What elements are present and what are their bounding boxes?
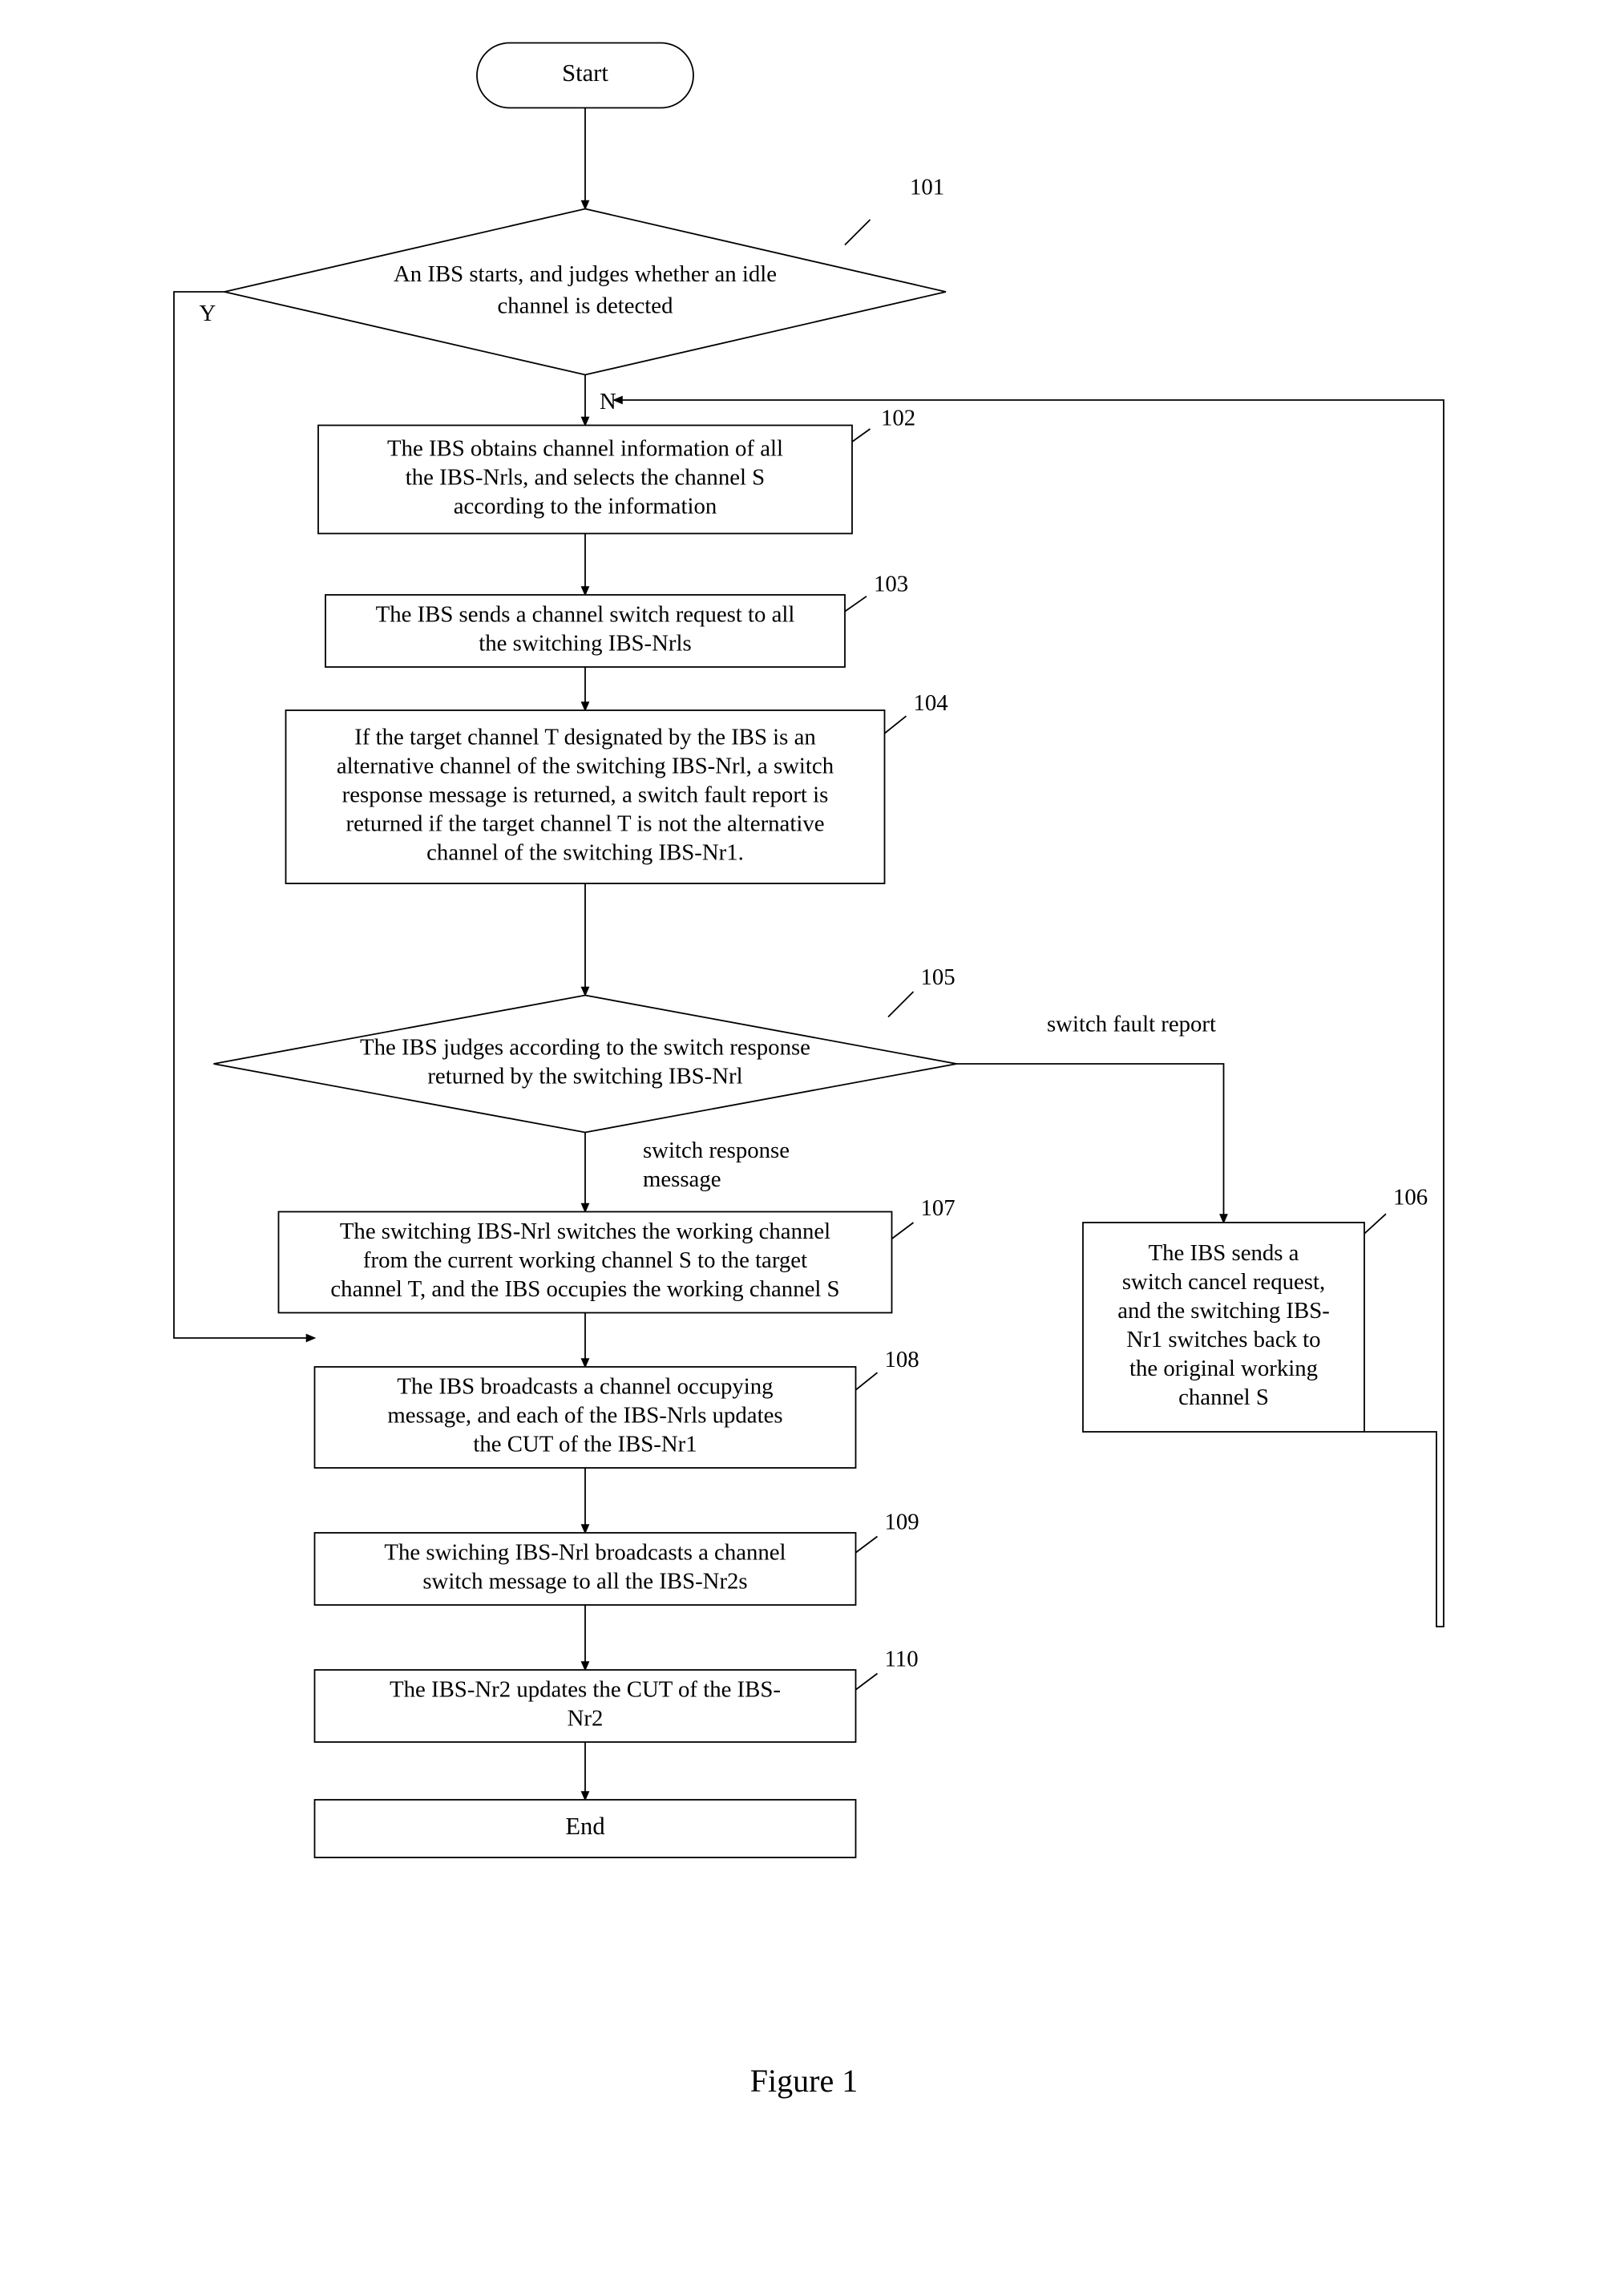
node-text: The IBS obtains channel information of a… (387, 436, 783, 462)
ref-label: 108 (885, 1347, 919, 1372)
node-text: Nr2 (568, 1706, 604, 1732)
edge-label: Y (200, 301, 216, 326)
node-text: switch message to all the IBS-Nr2s (423, 1569, 748, 1595)
ref-label: 109 (885, 1509, 919, 1534)
edge (957, 1064, 1224, 1223)
edge-label: message (643, 1166, 721, 1192)
node-n108: The IBS broadcasts a channel occupying me… (315, 1367, 856, 1468)
node-text: The IBS sends a channel switch request t… (376, 602, 795, 628)
node-text: Nr1 switches back to (1127, 1327, 1321, 1352)
ref-label: 103 (874, 572, 908, 597)
node-text: The IBS broadcasts a channel occupying (398, 1374, 774, 1400)
ref-label: 105 (921, 964, 956, 990)
node-text: response message is returned, a switch f… (342, 782, 829, 808)
nodes-layer: Start An IBS starts, and judges whether a… (214, 43, 1428, 1857)
ref-label: 107 (921, 1195, 956, 1221)
node-text: returned by the switching IBS-Nrl (428, 1064, 743, 1089)
node-text: An IBS starts, and judges whether an idl… (394, 261, 777, 287)
node-text: switch cancel request, (1122, 1269, 1325, 1295)
edge (845, 220, 870, 245)
figure-caption: Figure 1 (32, 2062, 1576, 2100)
node-n104: If the target channel T designated by th… (286, 710, 885, 883)
node-text: channel S (1178, 1384, 1269, 1410)
node-text: the IBS-Nrls, and selects the channel S (406, 465, 765, 491)
flowchart-svg: Nswitch response message Yswitch fault rep… (80, 32, 1527, 2038)
ref-label: 102 (881, 406, 915, 431)
node-n110: The IBS-Nr2 updates the CUT of the IBS- N… (315, 1670, 856, 1742)
edge-label: switch response (643, 1138, 790, 1163)
node-n101: An IBS starts, and judges whether an idl… (224, 209, 946, 375)
node-text: The switching IBS-Nrl switches the worki… (340, 1219, 830, 1244)
node-start: Start (477, 43, 693, 108)
node-n106: The IBS sends a switch cancel request, and… (1083, 1223, 1364, 1432)
node-text: The swiching IBS-Nrl broadcasts a channe… (385, 1540, 786, 1566)
edge (888, 992, 913, 1017)
node-text: from the current working channel S to th… (363, 1247, 807, 1273)
node-text: channel T, and the IBS occupies the work… (331, 1276, 840, 1302)
ref-label: 104 (914, 690, 948, 716)
node-n105: The IBS judges according to the switch r… (214, 996, 957, 1133)
node-text: The IBS judges according to the switch r… (360, 1035, 810, 1061)
node-text: channel of the switching IBS-Nr1. (426, 840, 744, 866)
edge-label: switch fault report (1047, 1012, 1216, 1037)
node-text: The IBS-Nr2 updates the CUT of the IBS- (390, 1677, 781, 1703)
node-text: If the target channel T designated by th… (355, 725, 816, 750)
node-text: The IBS sends a (1149, 1240, 1299, 1266)
node-text: and the switching IBS- (1117, 1298, 1330, 1324)
ref-label: 106 (1393, 1184, 1428, 1210)
node-n103: The IBS sends a channel switch request t… (325, 595, 845, 667)
node-end: End (315, 1800, 856, 1857)
edge-label: N (600, 389, 616, 414)
ref-label: 110 (885, 1646, 919, 1671)
node-text: channel is detected (498, 293, 674, 318)
node-n109: The swiching IBS-Nrl broadcasts a channe… (315, 1533, 856, 1605)
node-text: the switching IBS-Nrls (479, 631, 692, 657)
node-text: returned if the target channel T is not … (346, 811, 825, 837)
node-text: the CUT of the IBS-Nr1 (474, 1432, 697, 1457)
node-n102: The IBS obtains channel information of a… (318, 426, 852, 534)
ref-label: 101 (910, 175, 944, 200)
node-text: according to the information (454, 494, 717, 519)
node-n107: The switching IBS-Nrl switches the worki… (279, 1211, 892, 1312)
node-text: message, and each of the IBS-Nrls update… (388, 1403, 783, 1429)
node-text: alternative channel of the switching IBS… (337, 754, 834, 779)
node-text: End (566, 1813, 605, 1840)
node-text: Start (562, 59, 608, 87)
node-text: the original working (1129, 1356, 1318, 1381)
